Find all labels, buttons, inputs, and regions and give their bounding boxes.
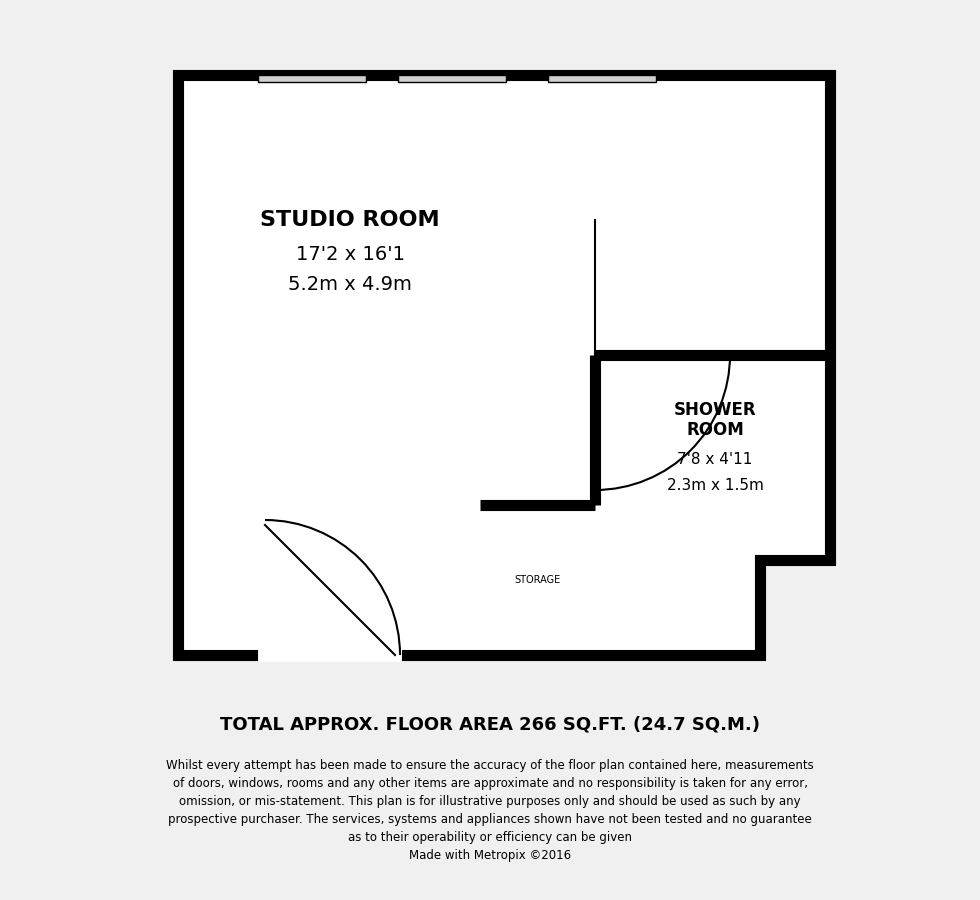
Polygon shape — [178, 75, 830, 655]
Bar — [548, 75, 656, 82]
Text: 17'2 x 16'1: 17'2 x 16'1 — [296, 246, 405, 265]
Text: STUDIO ROOM: STUDIO ROOM — [260, 210, 440, 230]
Bar — [258, 75, 366, 82]
Text: STORAGE: STORAGE — [514, 575, 561, 585]
Text: 7'8 x 4'11: 7'8 x 4'11 — [677, 453, 753, 467]
Text: Whilst every attempt has been made to ensure the accuracy of the floor plan cont: Whilst every attempt has been made to en… — [167, 759, 813, 861]
Text: 2.3m x 1.5m: 2.3m x 1.5m — [666, 478, 763, 492]
Text: TOTAL APPROX. FLOOR AREA 266 SQ.FT. (24.7 SQ.M.): TOTAL APPROX. FLOOR AREA 266 SQ.FT. (24.… — [220, 716, 760, 734]
Text: SHOWER
ROOM: SHOWER ROOM — [673, 400, 757, 439]
Bar — [398, 75, 506, 82]
Text: 5.2m x 4.9m: 5.2m x 4.9m — [288, 275, 412, 294]
